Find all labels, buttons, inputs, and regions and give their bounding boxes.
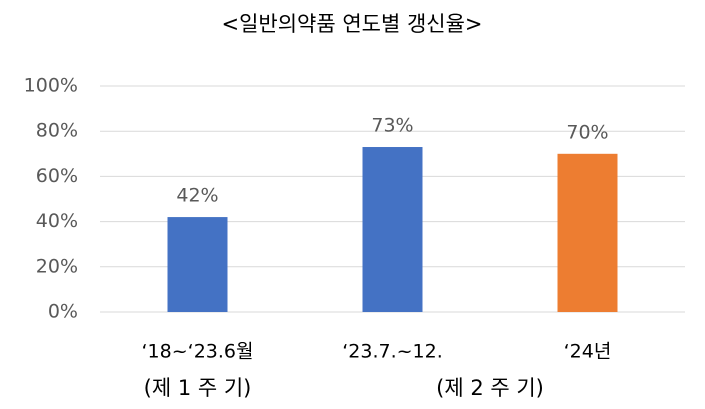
chart-title: <일반의약품 연도별 갱신율>	[221, 12, 482, 36]
value-label: 42%	[176, 185, 218, 207]
y-tick-label: 20%	[36, 255, 78, 277]
bar	[167, 217, 228, 312]
x-tick-label: ‘24년	[564, 341, 612, 363]
group-label: (제 1 주 기)	[144, 376, 252, 400]
y-tick-label: 60%	[36, 165, 78, 187]
y-tick-label: 80%	[36, 120, 78, 142]
x-tick-label: ‘23.7.~12.	[342, 341, 443, 363]
y-tick-label: 100%	[24, 75, 78, 97]
y-tick-label: 40%	[36, 210, 78, 232]
y-tick-label: 0%	[48, 301, 78, 323]
bar	[362, 147, 423, 312]
bar	[557, 153, 618, 312]
value-label: 70%	[566, 121, 608, 143]
x-tick-label: ‘18~‘23.6월	[142, 341, 254, 363]
group-label: (제 2 주 기)	[436, 376, 544, 400]
value-label: 73%	[371, 115, 413, 137]
